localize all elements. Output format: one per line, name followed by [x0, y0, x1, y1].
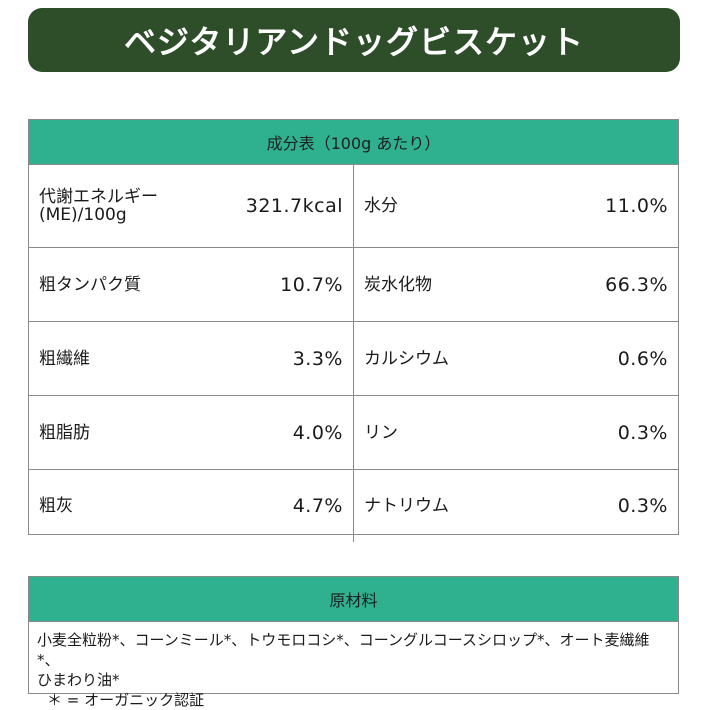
- nutrient-cell-protein: 粗タンパク質 10.7%: [29, 248, 354, 322]
- nutrient-cell-fiber: 粗繊維 3.3%: [29, 322, 354, 396]
- nutrition-table: 成分表（100g あたり） 代謝エネルギー (ME)/100g 321.7kca…: [28, 119, 679, 542]
- organic-note: ＊ = オーガニック認証: [47, 691, 205, 709]
- nutrition-header: 成分表（100g あたり）: [29, 120, 678, 165]
- nutrient-label: カルシウム: [364, 348, 449, 369]
- nutrient-cell-carbohydrate: 炭水化物 66.3%: [354, 248, 678, 322]
- nutrient-cell-fat: 粗脂肪 4.0%: [29, 396, 354, 470]
- nutrient-label: 粗繊維: [39, 348, 90, 369]
- ingredients-box: 原材料 小麦全粒粉*、コーンミール*、トウモロコシ*、コーングルコースシロップ*…: [28, 576, 679, 709]
- nutrient-value: 66.3%: [605, 273, 668, 296]
- nutrient-cell-phosphorus: リン 0.3%: [354, 396, 678, 470]
- nutrient-cell-ash: 粗灰 4.7%: [29, 470, 354, 542]
- nutrient-cell-calcium: カルシウム 0.6%: [354, 322, 678, 396]
- nutrient-cell-moisture: 水分 11.0%: [354, 165, 678, 248]
- nutrition-grid: 代謝エネルギー (ME)/100g 321.7kcal 水分 11.0% 粗タン…: [29, 165, 678, 542]
- title-banner: ベジタリアンドッグビスケット: [28, 8, 680, 72]
- nutrient-label: 粗灰: [39, 496, 73, 516]
- nutrient-value: 11.0%: [605, 195, 668, 217]
- nutrient-value: 3.3%: [292, 347, 343, 370]
- nutrient-label-line2: (ME)/100g: [39, 205, 127, 225]
- nutrient-cell-sodium: ナトリウム 0.3%: [354, 470, 678, 542]
- ingredients-header: 原材料: [29, 577, 678, 622]
- nutrient-label: リン: [364, 422, 398, 443]
- page-title: ベジタリアンドッグビスケット: [123, 23, 585, 61]
- ingredients-line: ひまわり油*: [37, 671, 120, 689]
- nutrient-value: 0.6%: [617, 347, 668, 370]
- nutrient-label: ナトリウム: [364, 496, 449, 516]
- nutrient-label: 水分: [364, 196, 398, 216]
- ingredients-body: 小麦全粒粉*、コーンミール*、トウモロコシ*、コーングルコースシロップ*、オート…: [29, 622, 678, 710]
- nutrient-label: 代謝エネルギー (ME)/100g: [39, 188, 158, 224]
- nutrient-label: 炭水化物: [364, 274, 432, 295]
- ingredients-line: 小麦全粒粉*、コーンミール*、トウモロコシ*、コーングルコースシロップ*、オート…: [37, 631, 650, 669]
- nutrient-label: 粗脂肪: [39, 422, 90, 443]
- nutrient-value: 0.3%: [617, 495, 668, 517]
- nutrient-value: 0.3%: [617, 421, 668, 444]
- nutrient-value: 4.0%: [292, 421, 343, 444]
- nutrient-value: 10.7%: [280, 273, 343, 296]
- nutrient-value: 4.7%: [292, 495, 343, 517]
- nutrient-cell-energy: 代謝エネルギー (ME)/100g 321.7kcal: [29, 165, 354, 248]
- nutrient-value: 321.7kcal: [245, 195, 343, 217]
- nutrient-label-line1: 代謝エネルギー: [39, 187, 158, 207]
- nutrient-label: 粗タンパク質: [39, 274, 141, 295]
